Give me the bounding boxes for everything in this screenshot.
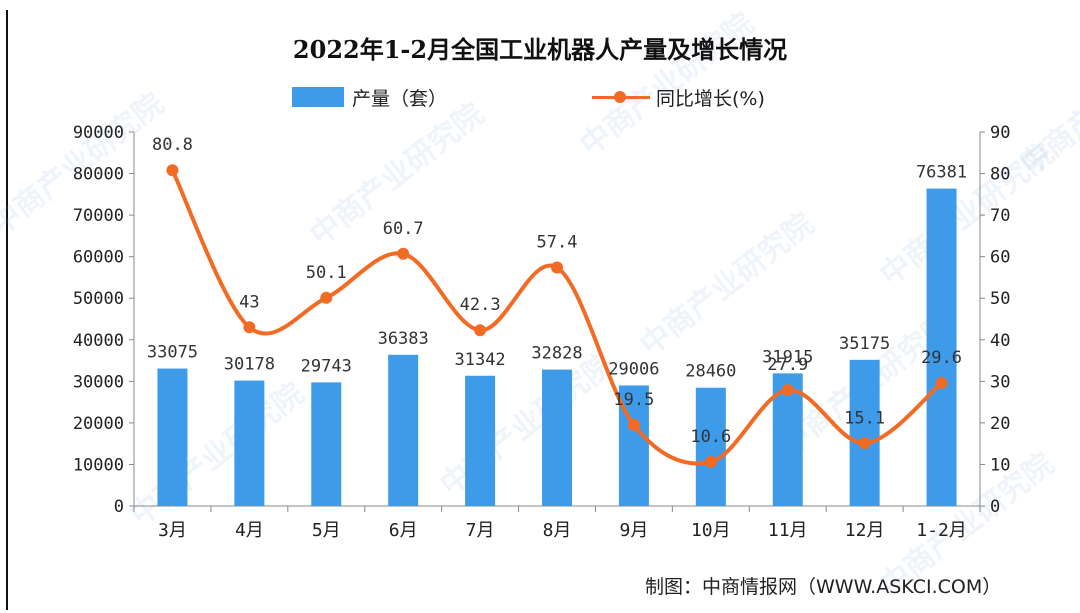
left-tick-label: 50000 xyxy=(73,289,124,309)
x-tick-label: 4月 xyxy=(235,520,264,541)
x-tick-label: 6月 xyxy=(389,520,418,541)
bar-value-label: 31342 xyxy=(454,350,505,370)
bar xyxy=(157,368,188,506)
left-tick-label: 70000 xyxy=(73,206,124,226)
left-tick-label: 10000 xyxy=(73,455,124,475)
x-tick-label: 11月 xyxy=(768,520,808,541)
right-tick-label: 30 xyxy=(990,372,1010,392)
right-tick-label: 40 xyxy=(990,331,1010,351)
growth-value-label: 50.1 xyxy=(306,263,347,283)
bar xyxy=(465,375,496,506)
growth-point xyxy=(243,321,256,334)
legend-item-production: 产量（套） xyxy=(292,84,447,110)
bar-value-label: 30178 xyxy=(224,355,275,375)
x-tick-label: 12月 xyxy=(845,520,885,541)
bar-value-label: 76381 xyxy=(916,163,967,183)
x-tick-label: 3月 xyxy=(158,520,187,541)
right-tick-label: 10 xyxy=(990,455,1010,475)
growth-value-label: 43 xyxy=(239,292,259,312)
bar xyxy=(388,354,419,506)
growth-point xyxy=(320,291,333,304)
left-tick-label: 40000 xyxy=(73,331,124,351)
bar-value-label: 35175 xyxy=(839,334,890,354)
left-tick-label: 0 xyxy=(114,497,124,517)
right-tick-label: 70 xyxy=(990,206,1010,226)
growth-point xyxy=(704,455,717,468)
bar xyxy=(311,382,342,506)
growth-value-label: 80.8 xyxy=(152,135,193,155)
bar-value-label: 28460 xyxy=(685,362,736,382)
growth-value-label: 19.5 xyxy=(613,390,654,410)
left-tick-label: 80000 xyxy=(73,165,124,185)
left-tick-label: 30000 xyxy=(73,372,124,392)
growth-point xyxy=(166,164,179,177)
growth-value-label: 15.1 xyxy=(844,408,885,428)
right-tick-label: 90 xyxy=(990,123,1010,143)
right-tick-label: 60 xyxy=(990,248,1010,268)
growth-point xyxy=(627,418,640,431)
growth-value-label: 42.3 xyxy=(460,295,501,315)
bar xyxy=(695,387,726,506)
x-tick-label: 9月 xyxy=(619,520,648,541)
right-tick-label: 0 xyxy=(990,497,1000,517)
x-tick-label: 5月 xyxy=(312,520,341,541)
right-tick-label: 50 xyxy=(990,289,1010,309)
frame-left-rule xyxy=(6,10,8,610)
growth-point xyxy=(935,376,948,389)
bar-value-label: 36383 xyxy=(378,329,429,349)
growth-value-label: 60.7 xyxy=(383,219,424,239)
left-tick-label: 20000 xyxy=(73,414,124,434)
bar xyxy=(926,188,957,506)
right-tick-label: 20 xyxy=(990,414,1010,434)
bar-value-label: 32828 xyxy=(531,344,582,364)
bar-value-label: 31915 xyxy=(762,347,813,367)
legend-bar-swatch xyxy=(292,87,344,107)
growth-point xyxy=(781,384,794,397)
left-tick-label: 90000 xyxy=(73,123,124,143)
growth-value-label: 57.4 xyxy=(537,232,578,252)
right-tick-label: 80 xyxy=(990,165,1010,185)
x-tick-label: 8月 xyxy=(543,520,572,541)
bar-value-label: 29006 xyxy=(608,359,659,379)
bar xyxy=(234,380,265,506)
source-credit: 制图：中商情报网（WWW.ASKCI.COM） xyxy=(645,576,1002,598)
bar xyxy=(542,369,572,506)
x-tick-label: 1-2月 xyxy=(916,520,967,541)
growth-value-label: 10.6 xyxy=(690,427,731,447)
chart-title: 2022年1-2月全国工业机器人产量及增长情况 xyxy=(292,35,788,64)
legend-label-production: 产量（套） xyxy=(352,87,448,110)
bar-value-label: 29743 xyxy=(301,356,352,376)
left-tick-label: 60000 xyxy=(73,248,124,268)
bar xyxy=(849,359,880,506)
growth-point xyxy=(551,261,563,274)
legend-label-growth: 同比增长(%) xyxy=(656,87,765,110)
growth-point xyxy=(858,437,871,450)
growth-point xyxy=(474,324,487,337)
legend-line-swatch xyxy=(592,87,650,107)
growth-point xyxy=(397,247,410,260)
growth-value-label: 29.6 xyxy=(921,348,962,368)
growth-value-label: 27.9 xyxy=(767,355,808,375)
legend-item-growth: 同比增长(%) xyxy=(592,84,765,110)
bar-value-label: 33075 xyxy=(147,343,198,363)
x-tick-label: 10月 xyxy=(691,520,731,541)
x-tick-label: 7月 xyxy=(466,520,495,541)
